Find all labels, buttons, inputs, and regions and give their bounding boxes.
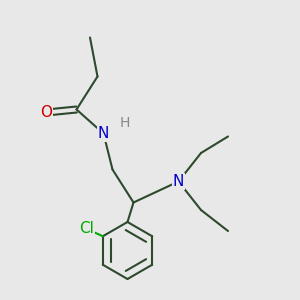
Text: N: N xyxy=(173,174,184,189)
Text: H: H xyxy=(119,116,130,130)
Text: Cl: Cl xyxy=(79,221,94,236)
Text: O: O xyxy=(40,105,52,120)
Text: N: N xyxy=(98,126,109,141)
